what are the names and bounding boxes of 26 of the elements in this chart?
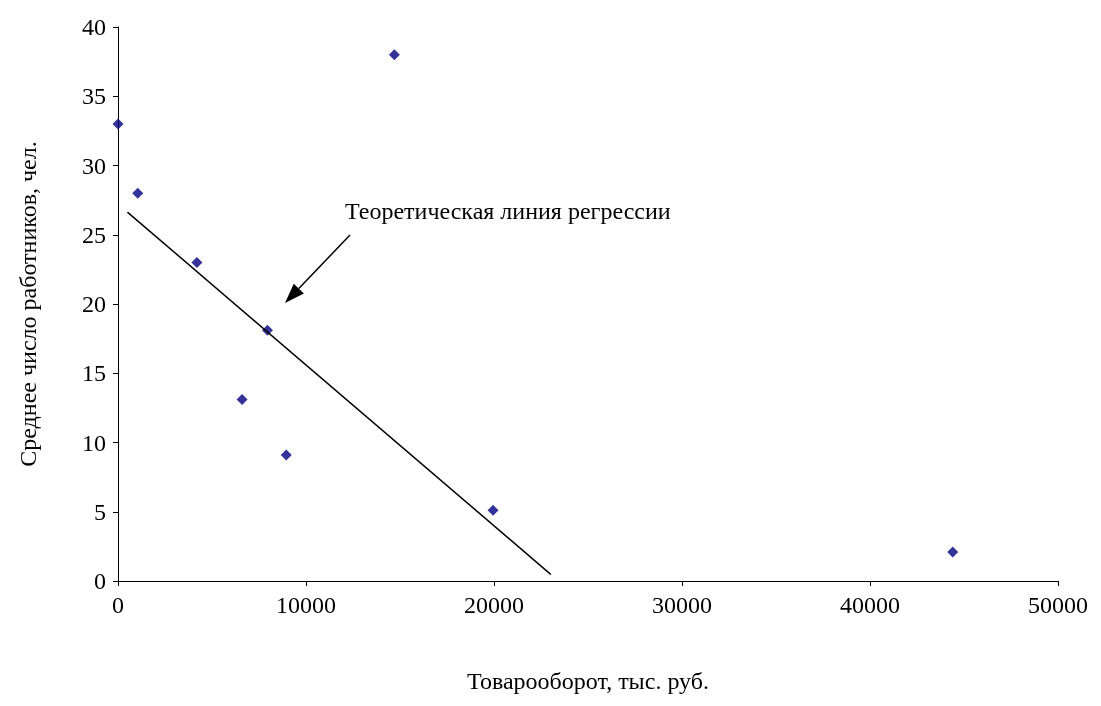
x-axis-title: Товарооборот, тыс. руб. xyxy=(467,668,709,694)
x-tick-label: 40000 xyxy=(840,592,900,618)
point xyxy=(280,449,292,461)
point xyxy=(487,504,499,516)
y-tick-label: 25 xyxy=(82,221,106,248)
y-axis-title: Среднее число работников, чел. xyxy=(15,141,41,467)
point xyxy=(388,49,400,61)
point xyxy=(236,394,248,406)
point xyxy=(191,256,203,268)
y-tick-label: 5 xyxy=(94,498,106,525)
point xyxy=(132,187,144,199)
y-tick-label: 0 xyxy=(94,568,106,594)
y-tick-label: 15 xyxy=(82,360,106,387)
x-tick-label: 10000 xyxy=(276,592,336,618)
point xyxy=(947,546,959,558)
y-tick-label: 35 xyxy=(82,83,106,110)
y-tick-label: 30 xyxy=(82,152,106,179)
point xyxy=(112,118,124,130)
annotation: Теоретическая линия регрессии xyxy=(345,198,671,224)
x-tick-label: 20000 xyxy=(464,592,524,618)
x-tick-label: 50000 xyxy=(1028,592,1088,618)
x-tick-label: 0 xyxy=(112,592,124,618)
y-tick-label: 20 xyxy=(82,291,106,317)
y-tick-label: 10 xyxy=(82,429,106,456)
x-tick-label: 30000 xyxy=(652,592,712,618)
y-tick-label: 40 xyxy=(82,14,106,40)
